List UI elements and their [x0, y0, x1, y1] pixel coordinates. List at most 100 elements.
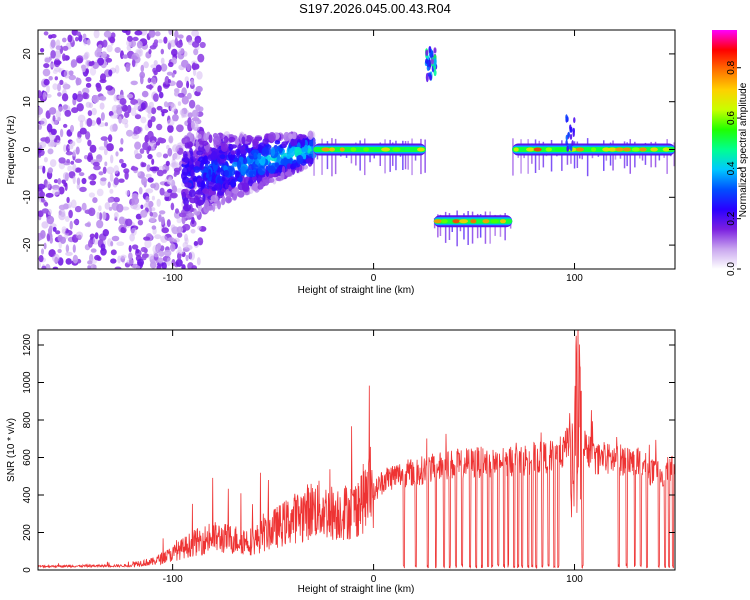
noise-blob [130, 166, 139, 171]
band-blob [223, 169, 229, 177]
band-blob [193, 209, 201, 216]
noise-blob [187, 112, 194, 118]
jump-blob [433, 47, 437, 53]
noise-blob [130, 227, 137, 236]
noise-blob [52, 266, 59, 269]
noise-blob [113, 165, 119, 174]
noise-blob [156, 198, 161, 207]
noise-blob [104, 161, 108, 167]
noise-blob [68, 201, 73, 209]
noise-blob [89, 66, 97, 76]
noise-blob [187, 117, 192, 125]
band-blob [203, 132, 208, 141]
noise-blob [193, 48, 199, 56]
band-blob [301, 138, 306, 148]
noise-blob [88, 175, 94, 180]
noise-blob [40, 117, 48, 127]
noise-blob [113, 94, 118, 102]
noise-blob [163, 83, 171, 88]
noise-blob [53, 179, 59, 184]
noise-blob [52, 188, 60, 196]
ridge-streak [420, 138, 422, 175]
noise-blob [137, 171, 141, 177]
noise-blob [70, 60, 76, 68]
noise-blob [118, 116, 122, 124]
noise-blob [70, 160, 75, 165]
noise-blob [160, 57, 165, 65]
noise-blob [151, 211, 158, 218]
noise-blob [150, 207, 156, 212]
noise-blob [121, 30, 128, 33]
noise-blob [147, 177, 154, 183]
noise-blob [41, 208, 49, 214]
ridge-streak [666, 139, 668, 174]
noise-blob [120, 254, 127, 259]
noise-blob [61, 226, 67, 232]
noise-blob [137, 258, 144, 267]
noise-blob [72, 163, 77, 172]
noise-blob [79, 186, 87, 193]
ridge-peak [313, 147, 322, 152]
ridge-streak [389, 139, 391, 172]
ridge-streak [550, 140, 553, 172]
noise-blob [98, 171, 104, 176]
noise-blob [64, 216, 70, 222]
spike-blob [566, 145, 569, 152]
noise-blob [67, 34, 73, 43]
band-blob [205, 173, 209, 179]
band-blob [219, 154, 226, 160]
ridge-streak [489, 211, 491, 244]
noise-blob [154, 234, 162, 240]
noise-blob [133, 103, 141, 111]
noise-blob [54, 76, 58, 81]
noise-blob [55, 110, 61, 119]
band-blob [220, 187, 226, 193]
noise-blob [115, 64, 120, 74]
noise-blob [63, 69, 70, 79]
band-blob [206, 205, 214, 211]
noise-blob [74, 158, 82, 163]
noise-blob [82, 87, 90, 95]
ridge-streak [411, 138, 413, 176]
noise-blob [130, 55, 139, 60]
ridge-streak [331, 138, 333, 177]
band-blob [221, 195, 226, 205]
noise-blob [105, 57, 113, 63]
ridge-peak [470, 219, 477, 224]
noise-blob [48, 76, 53, 81]
noise-blob [52, 226, 57, 232]
noise-blob [157, 85, 162, 93]
band-blob [268, 177, 275, 183]
spike-blob [573, 117, 576, 124]
noise-blob [92, 161, 100, 167]
ridge-streak [364, 138, 366, 176]
noise-blob [135, 213, 142, 220]
band-blob [188, 212, 195, 218]
noise-blob [141, 162, 147, 168]
band-blob [256, 177, 261, 184]
noise-blob [196, 71, 203, 80]
noise-blob [106, 44, 113, 53]
colorbar-tick-label: 0.8 [726, 60, 737, 74]
noise-blob [168, 30, 173, 36]
noise-blob [52, 83, 58, 90]
noise-blob [85, 82, 92, 88]
noise-blob [77, 114, 86, 123]
noise-blob [116, 241, 125, 246]
noise-blob [75, 77, 82, 86]
band-blob [243, 158, 248, 165]
band-blob [275, 177, 281, 182]
ridge-peak [575, 147, 585, 152]
noise-blob [131, 196, 140, 205]
noise-blob [108, 69, 113, 77]
noise-blob [98, 146, 106, 151]
noise-blob [190, 120, 195, 130]
noise-blob [163, 249, 172, 257]
noise-blob [126, 259, 135, 265]
band-blob [270, 147, 276, 157]
noise-blob [171, 259, 176, 267]
spike-blob [569, 133, 573, 140]
band-blob [197, 133, 202, 139]
noise-blob [75, 93, 84, 103]
